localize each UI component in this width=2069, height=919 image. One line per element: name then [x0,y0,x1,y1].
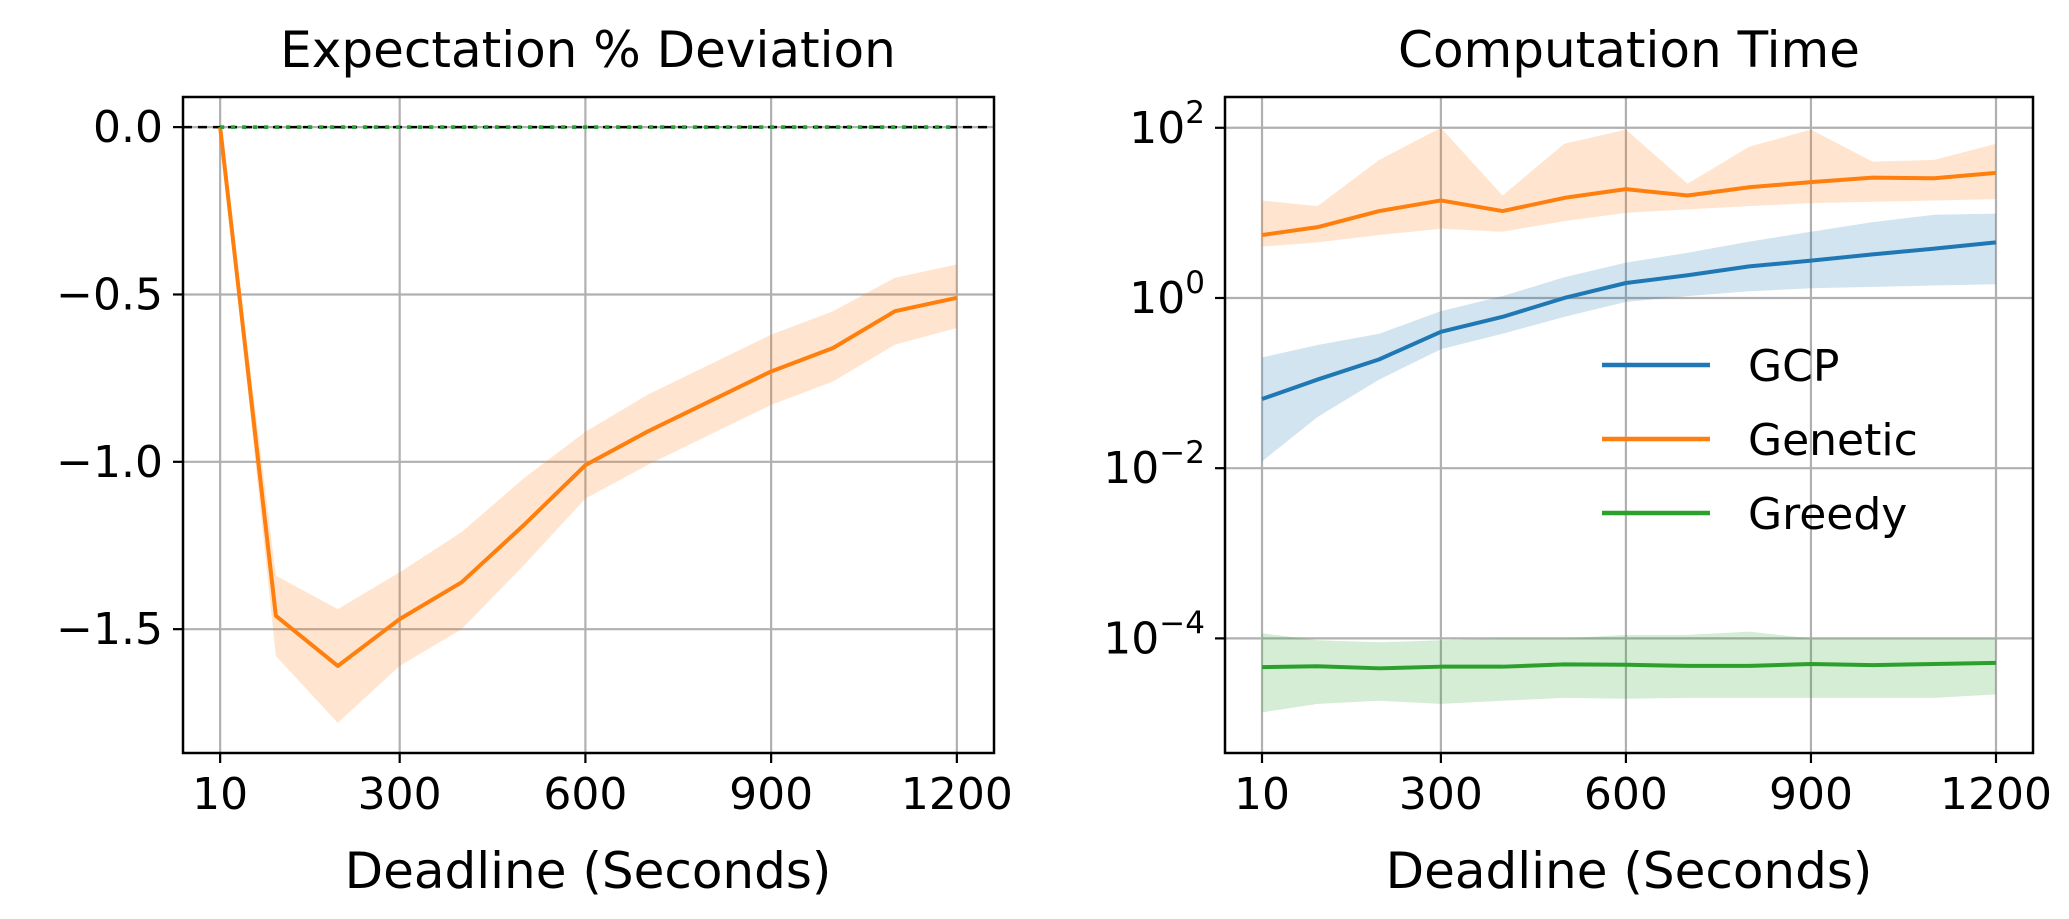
y-tick-exponent: 2 [1185,95,1205,131]
x-axis-ticks: 10 300 600 900 1200 [1234,753,2052,820]
chart-computation-time: Computation Time 10 300 600 900 1200 1021001… [1103,21,2052,900]
x-tick-label: 600 [1584,769,1668,820]
y-tick-base: 10 [1103,613,1159,664]
confidence-bands [220,127,957,723]
x-tick-label: 1200 [1940,769,2052,820]
x-tick-label: 600 [543,769,627,820]
x-axis-ticks: 10 300 600 900 1200 [192,753,1013,820]
confidence-bands [1262,127,1996,713]
series-line [1261,240,1997,401]
legend: GCP Genetic Greedy [1602,341,1918,540]
y-tick-base: 10 [1129,273,1185,324]
chart-title: Computation Time [1398,21,1860,79]
y-tick-exponent: 0 [1185,265,1205,301]
axes-frame [1223,95,2035,755]
y-tick-label: −0.5 [56,269,163,320]
y-tick-label: 10−2 [1103,435,1205,494]
legend-label: Genetic [1748,415,1918,466]
x-axis-label: Deadline (Seconds) [1386,842,1873,900]
chart-expectation-deviation: Expectation % Deviation 10 300 600 900 1200 … [56,21,1013,900]
y-tick-label: 100 [1129,265,1205,324]
y-tick-label: 10−4 [1103,605,1205,664]
confidence-band [1262,631,1996,713]
y-tick-exponent: −4 [1159,605,1205,641]
y-tick-exponent: −2 [1159,435,1205,471]
legend-label: Greedy [1748,489,1907,540]
y-tick-label: 102 [1129,95,1205,154]
y-tick-base: 10 [1129,103,1185,154]
y-tick-base: 10 [1103,443,1159,494]
x-tick-label: 1200 [901,769,1013,820]
x-tick-label: 10 [1234,769,1290,820]
x-tick-label: 900 [729,769,813,820]
chart-title: Expectation % Deviation [280,21,896,79]
confidence-band [1262,213,1996,462]
x-tick-label: 900 [1769,769,1853,820]
x-tick-label: 300 [358,769,442,820]
series-lines [183,125,994,668]
series-line [1261,170,1997,237]
series-line [218,126,958,668]
y-tick-label: 0.0 [93,102,163,153]
series-line [1261,660,1997,671]
series-lines [1261,170,1997,671]
x-tick-label: 300 [1399,769,1483,820]
grid [1225,97,2033,753]
y-tick-label: −1.0 [56,437,163,488]
x-axis-label: Deadline (Seconds) [345,842,832,900]
confidence-band [1262,127,1996,247]
axes-frame [181,95,996,755]
confidence-band [220,127,957,723]
legend-label: GCP [1748,341,1839,392]
x-tick-label: 10 [192,769,248,820]
y-axis-ticks: 0.0 −0.5 −1.0 −1.5 [56,102,183,655]
y-tick-label: −1.5 [56,604,163,655]
